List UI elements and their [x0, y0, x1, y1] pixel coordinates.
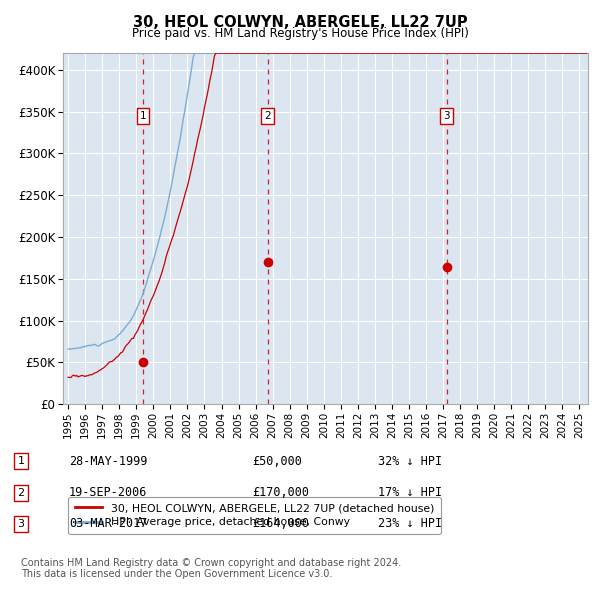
- Text: 28-MAY-1999: 28-MAY-1999: [69, 455, 148, 468]
- Text: 30, HEOL COLWYN, ABERGELE, LL22 7UP: 30, HEOL COLWYN, ABERGELE, LL22 7UP: [133, 15, 467, 30]
- Text: 17% ↓ HPI: 17% ↓ HPI: [378, 486, 442, 499]
- Text: Price paid vs. HM Land Registry's House Price Index (HPI): Price paid vs. HM Land Registry's House …: [131, 27, 469, 40]
- Text: 19-SEP-2006: 19-SEP-2006: [69, 486, 148, 499]
- Text: 1: 1: [140, 111, 146, 121]
- Text: 32% ↓ HPI: 32% ↓ HPI: [378, 455, 442, 468]
- Text: 2: 2: [264, 111, 271, 121]
- Text: £164,000: £164,000: [252, 517, 309, 530]
- Text: This data is licensed under the Open Government Licence v3.0.: This data is licensed under the Open Gov…: [21, 569, 332, 579]
- Text: 1: 1: [17, 457, 25, 466]
- Text: £170,000: £170,000: [252, 486, 309, 499]
- Text: Contains HM Land Registry data © Crown copyright and database right 2024.: Contains HM Land Registry data © Crown c…: [21, 558, 401, 568]
- Text: 3: 3: [443, 111, 450, 121]
- Text: 03-MAR-2017: 03-MAR-2017: [69, 517, 148, 530]
- Text: 3: 3: [17, 519, 25, 529]
- Text: 23% ↓ HPI: 23% ↓ HPI: [378, 517, 442, 530]
- Text: 2: 2: [17, 488, 25, 497]
- Text: £50,000: £50,000: [252, 455, 302, 468]
- Legend: 30, HEOL COLWYN, ABERGELE, LL22 7UP (detached house), HPI: Average price, detach: 30, HEOL COLWYN, ABERGELE, LL22 7UP (det…: [68, 497, 440, 534]
